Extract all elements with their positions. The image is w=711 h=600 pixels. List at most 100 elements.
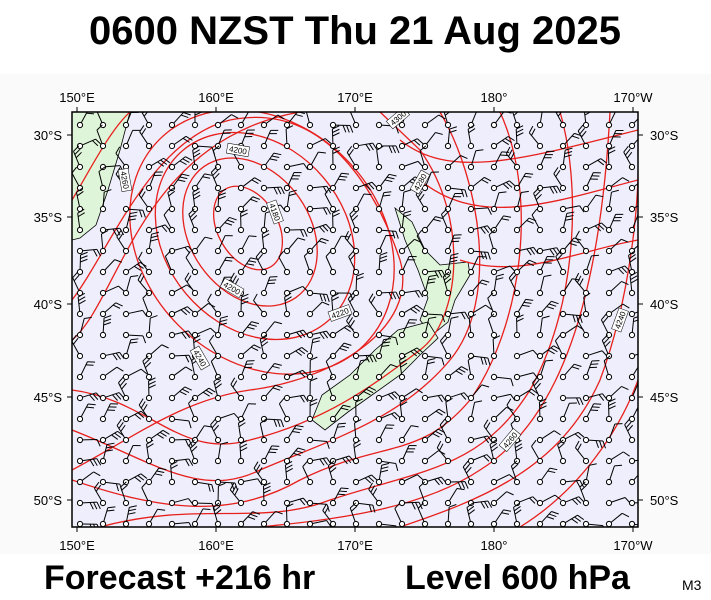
barb-feather (345, 456, 352, 464)
barb-feather (528, 390, 536, 396)
barb-feather (185, 135, 193, 141)
barb-feather (480, 501, 486, 509)
barb-feather (487, 357, 491, 366)
barb-feather (455, 370, 463, 375)
barb-station (99, 331, 107, 339)
barb-station (513, 331, 521, 339)
barb-feather (621, 512, 630, 518)
lon-label: 170°W (613, 90, 653, 105)
barb-feather (303, 229, 308, 237)
barb-feather (591, 254, 600, 257)
barb-staff (587, 194, 597, 208)
barb-staff (105, 227, 120, 231)
barb-staff (540, 151, 548, 165)
barb-station (99, 394, 107, 402)
wind-barb (398, 397, 408, 423)
barb-staff (610, 386, 622, 397)
barb-feather (441, 357, 445, 366)
barb-feather (148, 384, 156, 389)
barb-station (605, 247, 613, 255)
barb-station (122, 310, 130, 318)
barb-station (99, 163, 107, 171)
barb-feather (372, 488, 378, 496)
barb-feather (179, 176, 188, 180)
barb-staff (241, 235, 250, 249)
barb-station (559, 226, 567, 234)
barb-feather (322, 458, 328, 466)
ocean (72, 112, 638, 527)
wind-barb (260, 114, 285, 129)
barb-staff (174, 245, 189, 251)
barb-feather (218, 482, 226, 487)
barb-feather (253, 344, 261, 349)
barb-staff (583, 297, 587, 312)
barb-staff (506, 405, 516, 418)
barb-feather (78, 296, 86, 302)
wind-barb (536, 150, 555, 171)
wind-barb (419, 145, 429, 171)
barb-staff (80, 361, 88, 375)
barb-feather (74, 148, 81, 155)
barb-feather (140, 473, 148, 479)
barb-feather (302, 369, 309, 376)
wind-barb (442, 271, 452, 297)
wind-barb (398, 347, 424, 360)
barb-staff (610, 177, 623, 187)
barb-feather (564, 154, 572, 158)
wind-barb (344, 230, 360, 255)
barb-feather (454, 192, 463, 195)
barb-feather (286, 503, 294, 508)
wind-barb (188, 208, 199, 234)
barb-staff (514, 444, 518, 459)
barb-staff (207, 300, 217, 313)
wind-barb (582, 292, 591, 318)
wind-barb (145, 508, 166, 527)
barb-station (191, 499, 199, 507)
barb-staff (379, 235, 387, 249)
barb-feather (250, 346, 259, 351)
barb-feather (85, 364, 94, 366)
wind-barb (513, 125, 524, 150)
barb-feather (590, 363, 599, 365)
barb-staff (416, 235, 425, 249)
barb-feather (480, 357, 484, 365)
wind-barb (145, 171, 163, 192)
lon-label: 170°E (337, 538, 373, 553)
barb-feather (510, 152, 515, 160)
wind-barb (444, 392, 470, 402)
barb-feather (552, 248, 558, 255)
barb-feather (591, 175, 600, 177)
barb-feather (580, 130, 587, 138)
barb-feather (80, 251, 88, 256)
barb-feather (170, 464, 178, 469)
barb-feather (252, 511, 260, 515)
barb-staff (355, 275, 358, 291)
lon-label: 180° (481, 538, 508, 553)
barb-station (99, 499, 107, 507)
wind-barb (329, 325, 354, 339)
barb-staff (517, 299, 527, 313)
barb-feather (134, 476, 142, 483)
barb-feather (219, 322, 227, 326)
wind-barb (191, 355, 199, 381)
wind-barb (329, 235, 349, 255)
wind-barb (75, 187, 84, 213)
barb-staff (632, 403, 638, 417)
barb-station (605, 373, 613, 381)
wind-barb (605, 213, 624, 234)
barb-staff (75, 192, 80, 207)
forecast-label: Forecast +216 hr (44, 559, 315, 597)
wind-barb (191, 478, 215, 493)
barb-feather (450, 253, 459, 256)
barb-station (375, 520, 383, 527)
wind-barb (191, 236, 213, 255)
barb-station (375, 352, 383, 360)
barb-feather (409, 445, 417, 447)
barb-staff (312, 292, 327, 296)
barb-station (421, 394, 429, 402)
barb-feather (337, 178, 346, 181)
barb-staff (148, 318, 151, 333)
barb-staff (82, 138, 96, 146)
barb-staff (218, 235, 226, 249)
barb-feather (107, 506, 116, 509)
